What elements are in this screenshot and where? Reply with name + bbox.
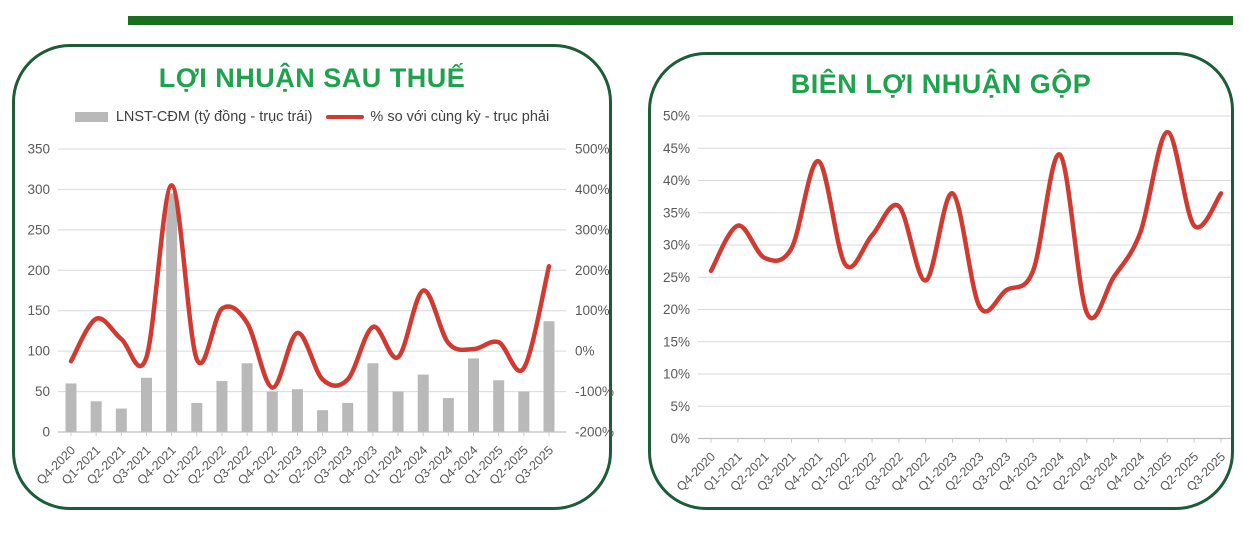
profit-after-tax-chart: 0 -200% 50 -100% 100 0% 150 100% 200 200% 250 300% 3…: [27, 142, 614, 488]
legend-item-line: % so với cùng kỳ - trục phải: [326, 109, 549, 125]
line-series: [708, 129, 1224, 321]
x-axis: [58, 431, 566, 436]
svg-text:300: 300: [27, 182, 50, 197]
svg-text:200%: 200%: [575, 263, 610, 278]
y-axis-labels: 0 -200% 50 -100% 100 0% 150 100% 200 200% 250 300% 3…: [27, 142, 614, 440]
gross-margin-chart: 0% 5% 10% 15% 20% 25% 30% 35% 40% 45% 50% Q4-2020Q1…: [663, 109, 1231, 494]
panel-gross-margin: BIÊN LỢI NHUẬN GỘP 0% 5% 10% 15% 20% 25% 30% 35…: [648, 52, 1234, 510]
line-swatch-icon: [326, 114, 365, 120]
legend-label-line: % so với cùng kỳ - trục phải: [370, 109, 550, 125]
x-axis: [698, 437, 1231, 443]
svg-text:350: 350: [27, 142, 50, 157]
svg-text:-200%: -200%: [575, 425, 614, 440]
y-axis-labels: 0% 5% 10% 15% 20% 25% 30% 35% 40% 45% 50%: [663, 109, 690, 447]
top-accent-bar: [128, 16, 1233, 25]
svg-text:400%: 400%: [575, 182, 610, 197]
chart-title-gross-margin: BIÊN LỢI NHUẬN GỘP: [790, 69, 1092, 99]
svg-text:20%: 20%: [663, 302, 690, 317]
svg-text:35%: 35%: [663, 205, 690, 220]
svg-text:45%: 45%: [663, 141, 690, 156]
legend: LNST-CĐM (tỷ đồng - trục trái) % so với …: [15, 109, 609, 125]
line-series: [68, 183, 552, 390]
svg-text:200: 200: [27, 263, 50, 278]
svg-text:300%: 300%: [575, 222, 610, 237]
chart-title-profit-after-tax: LỢI NHUẬN SAU THUẾ: [158, 63, 466, 93]
svg-text:30%: 30%: [663, 238, 690, 253]
svg-text:40%: 40%: [663, 173, 690, 188]
svg-text:100: 100: [27, 344, 50, 359]
svg-text:0%: 0%: [575, 344, 595, 359]
svg-text:50: 50: [35, 384, 50, 399]
gridlines: [58, 148, 566, 433]
svg-text:15%: 15%: [663, 334, 690, 349]
svg-text:100%: 100%: [575, 303, 610, 318]
legend-label-bars: LNST-CĐM (tỷ đồng - trục trái): [115, 109, 313, 125]
svg-text:25%: 25%: [663, 270, 690, 285]
svg-text:250: 250: [27, 222, 50, 237]
svg-text:0: 0: [42, 425, 50, 440]
bar-swatch-icon: [74, 112, 108, 122]
bar-series: [65, 193, 555, 432]
svg-text:150: 150: [27, 303, 50, 318]
x-axis-labels: Q4-2020Q1-2021Q2-2021Q3-2021Q4-2021Q1-20…: [34, 443, 556, 487]
svg-text:500%: 500%: [575, 142, 610, 157]
panel-profit-after-tax: LỢI NHUẬN SAU THUẾ LNST-CĐM (tỷ đồng - t…: [12, 44, 614, 510]
x-axis-labels: Q4-2020Q1-2021Q2-2021Q3-2021Q4-2021Q1-20…: [674, 450, 1228, 494]
svg-text:0%: 0%: [670, 431, 690, 446]
svg-text:10%: 10%: [663, 367, 690, 382]
svg-text:5%: 5%: [670, 399, 690, 414]
svg-text:50%: 50%: [663, 109, 690, 124]
svg-text:-100%: -100%: [575, 384, 614, 399]
gridlines: [698, 115, 1231, 439]
legend-item-bars: LNST-CĐM (tỷ đồng - trục trái): [74, 109, 313, 125]
